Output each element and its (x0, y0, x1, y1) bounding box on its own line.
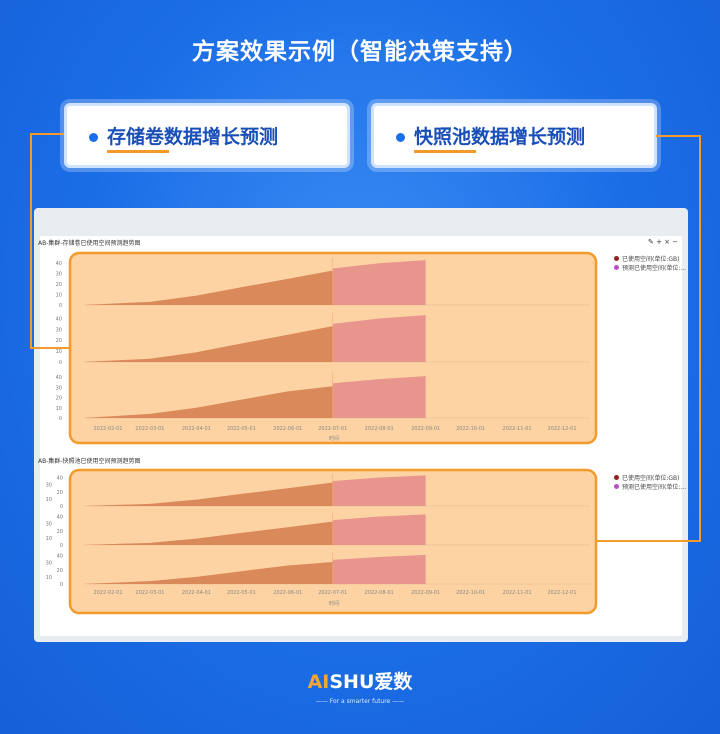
y-tick-label: 20 (57, 490, 63, 496)
x-tick-label: 2022-11-01 (503, 590, 532, 596)
legend-item-actual[interactable]: 已使用空间(单位:GB) (614, 255, 686, 264)
x-tick-label: 2022-08-01 (365, 426, 394, 432)
y-tick-label: 20 (56, 282, 62, 288)
legend[interactable]: 已使用空间(单位:GB) 预测已使用空间(单位:... (614, 255, 686, 273)
logo-ai: AI (307, 671, 330, 693)
x-tick-label: 2022-05-01 (227, 426, 256, 432)
y-tick-label: 30 (46, 522, 52, 528)
x-tick-label: 2022-09-01 (411, 426, 440, 432)
x-tick-label: 2022-07-01 (318, 426, 347, 432)
y-tick-label: 0 (59, 360, 62, 366)
x-tick-label: 2022-03-01 (135, 426, 164, 432)
y-tick-label: 30 (56, 327, 62, 333)
y-tick-label: 10 (46, 497, 52, 503)
y-tick-label: 30 (46, 483, 52, 489)
card-snapshot-growth: 快照池数据增长预测 (371, 103, 657, 168)
y-tick-label: 40 (56, 316, 62, 322)
x-tick-label: 2022-06-01 (273, 590, 302, 596)
actual-area (82, 561, 333, 584)
x-tick-label: 2022-11-01 (503, 426, 532, 432)
connector-line (656, 135, 701, 137)
y-tick-label: 0 (60, 504, 63, 510)
connector-line (30, 347, 70, 349)
bullet-icon (396, 133, 405, 142)
y-tick-label: 40 (57, 515, 63, 521)
connector-line (699, 135, 701, 542)
chart-title: AB-集群-快照池已使用空间预测趋势图 (38, 458, 141, 465)
legend-label: 预测已使用空间(单位:... (622, 484, 687, 491)
y-tick-label: 0 (60, 543, 63, 549)
predicted-area (332, 315, 426, 362)
y-tick-label: 10 (56, 349, 62, 355)
legend-item-predicted[interactable]: 预测已使用空间(单位:... (614, 483, 686, 492)
connector-line (30, 133, 64, 135)
x-tick-label: 2022-10-01 (456, 590, 485, 596)
y-tick-label: 0 (59, 416, 62, 422)
y-tick-label: 0 (59, 303, 62, 309)
card-label: 存储卷数据增长预测 (107, 126, 279, 148)
underline (414, 150, 476, 153)
chart-title: AB-集群-存储卷已使用空间预测趋势图 (38, 240, 141, 247)
predicted-area (332, 475, 426, 506)
predicted-area (332, 376, 426, 418)
card-volume-growth: 存储卷数据增长预测 (64, 103, 350, 168)
x-axis-label: 时间 (329, 600, 339, 607)
y-tick-label: 20 (57, 529, 63, 535)
x-axis-label: 时间 (329, 435, 339, 442)
legend-label: 已使用空间(单位:GB) (622, 256, 680, 263)
legend-label: 预测已使用空间(单位:... (622, 265, 687, 272)
y-tick-label: 20 (56, 338, 62, 344)
x-tick-label: 2022-10-01 (456, 426, 485, 432)
legend-item-predicted[interactable]: 预测已使用空间(单位:... (614, 264, 686, 273)
y-tick-label: 40 (57, 554, 63, 560)
x-tick-label: 2022-03-01 (135, 590, 164, 596)
y-tick-label: 40 (56, 261, 62, 267)
logo-tagline: —— For a smarter future —— (315, 698, 405, 705)
y-tick-label: 10 (46, 536, 52, 542)
x-tick-label: 2022-04-01 (182, 590, 211, 596)
y-tick-label: 20 (57, 568, 63, 574)
bullet-icon (89, 133, 98, 142)
actual-area (82, 326, 333, 362)
actual-area (82, 386, 333, 418)
y-tick-label: 0 (60, 582, 63, 588)
x-tick-label: 2022-06-01 (273, 426, 302, 432)
x-tick-label: 2022-09-01 (411, 590, 440, 596)
x-tick-label: 2022-08-01 (365, 590, 394, 596)
predicted-area (332, 554, 426, 584)
x-tick-label: 2022-02-01 (93, 590, 122, 596)
x-tick-label: 2022-07-01 (318, 590, 347, 596)
actual-area (82, 270, 333, 305)
y-tick-label: 30 (46, 561, 52, 567)
x-tick-label: 2022-12-01 (547, 426, 576, 432)
y-tick-label: 30 (56, 272, 62, 278)
actual-area (82, 482, 333, 506)
x-tick-label: 2022-05-01 (227, 590, 256, 596)
y-tick-label: 40 (57, 476, 63, 482)
card-label: 快照池数据增长预测 (414, 126, 586, 148)
logo-text: SHU爱数 (329, 671, 413, 693)
page-title: 方案效果示例（智能决策支持） (192, 39, 528, 65)
y-tick-label: 10 (46, 575, 52, 581)
y-tick-label: 10 (56, 406, 62, 412)
actual-area (82, 521, 333, 545)
legend-label: 已使用空间(单位:GB) (622, 475, 680, 482)
x-tick-label: 2022-12-01 (547, 590, 576, 596)
underline (107, 150, 169, 153)
legend[interactable]: 已使用空间(单位:GB) 预测已使用空间(单位:... (614, 474, 686, 492)
y-tick-label: 40 (56, 375, 62, 381)
y-tick-label: 10 (56, 293, 62, 299)
legend-item-actual[interactable]: 已使用空间(单位:GB) (614, 474, 686, 483)
aishu-logo: AISHU爱数 (0, 671, 720, 693)
x-tick-label: 2022-02-01 (93, 426, 122, 432)
predicted-area (332, 260, 426, 305)
x-tick-label: 2022-04-01 (182, 426, 211, 432)
y-tick-label: 20 (56, 396, 62, 402)
predicted-area (332, 514, 426, 545)
connector-line (596, 540, 701, 542)
chart-toolbar[interactable]: ✎ + × − (648, 238, 679, 246)
connector-line (30, 133, 32, 349)
y-tick-label: 30 (56, 385, 62, 391)
